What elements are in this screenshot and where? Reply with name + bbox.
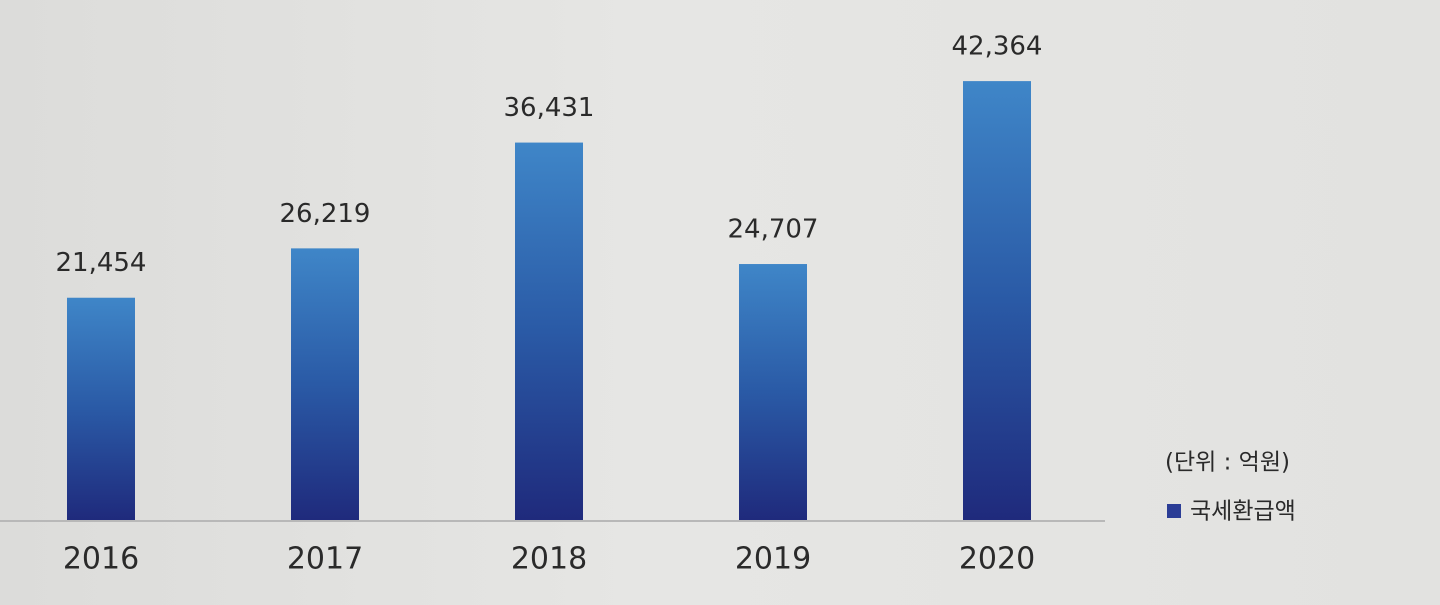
bar xyxy=(963,81,1031,521)
legend-label: 국세환급액 xyxy=(1190,499,1296,525)
value-label: 36,431 xyxy=(504,93,595,123)
unit-note: (단위 : 억원) xyxy=(1165,450,1290,476)
x-tick-label: 2018 xyxy=(511,542,587,577)
value-label: 42,364 xyxy=(952,32,1043,62)
x-tick-label: 2019 xyxy=(735,542,811,577)
bar xyxy=(515,142,583,521)
value-label: 24,707 xyxy=(728,215,819,245)
legend-swatch xyxy=(1167,504,1181,518)
x-tick-label: 2016 xyxy=(63,542,139,577)
bar xyxy=(739,264,807,520)
value-label: 26,219 xyxy=(280,199,371,229)
x-tick-label: 2020 xyxy=(959,542,1035,577)
x-tick-label: 2017 xyxy=(287,542,363,577)
bar xyxy=(291,248,359,520)
bar xyxy=(67,297,135,520)
value-label: 21,454 xyxy=(56,248,147,278)
